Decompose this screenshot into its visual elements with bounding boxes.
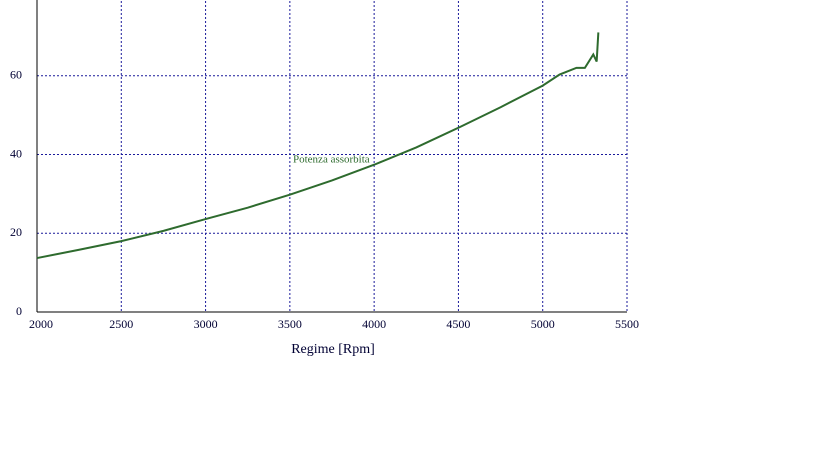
y-tick-label: 80 (10, 0, 22, 3)
y-tick-label: 0 (16, 304, 22, 318)
x-tick-label: 3000 (194, 317, 218, 331)
y-tick-label: 60 (10, 68, 22, 82)
x-tick-label: 4500 (446, 317, 470, 331)
x-axis-label: Regime [Rpm] (291, 342, 375, 357)
x-tick-label: 2500 (109, 317, 133, 331)
x-tick-label: 5000 (531, 317, 555, 331)
annotation: Potenza assorbita (293, 154, 370, 166)
y-tick-label: 20 (10, 225, 22, 239)
line (36, 32, 600, 260)
x-tick-label: 4000 (362, 317, 386, 331)
x-tick-label: 5500 (615, 317, 639, 331)
y-tick-label: 40 (10, 146, 22, 160)
x-tick-label: 3500 (278, 317, 302, 331)
x-tick-label: 2000 (29, 317, 53, 331)
